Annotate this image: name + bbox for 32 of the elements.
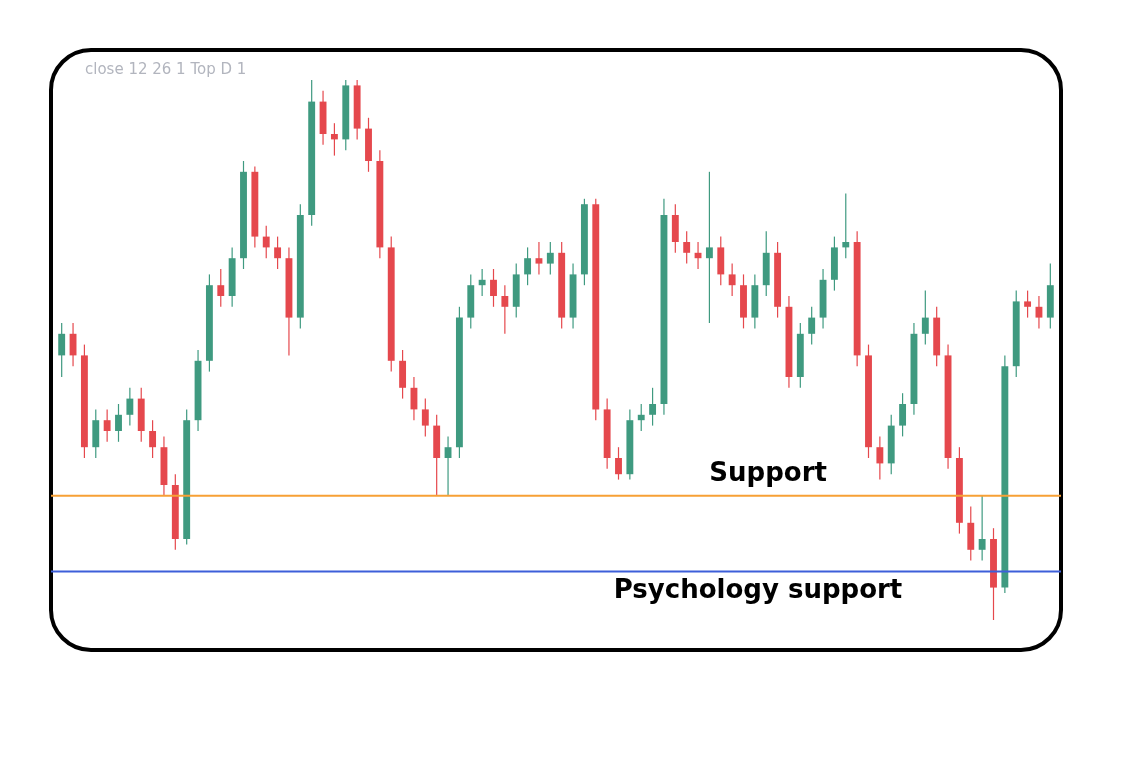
candlestick: [921, 290, 929, 346]
candlestick: [126, 387, 134, 427]
candlestick: [683, 230, 691, 265]
candlestick: [217, 268, 225, 308]
ref-line-label: Support: [709, 456, 827, 487]
candlestick: [649, 387, 657, 427]
candlestick: [501, 284, 509, 335]
candlestick: [808, 306, 816, 346]
candlestick: [149, 419, 157, 459]
candlestick: [1024, 290, 1032, 319]
candlestick: [421, 398, 429, 437]
candlestick: [535, 241, 543, 275]
candlestick: [58, 322, 66, 378]
candlestick: [262, 225, 270, 259]
candlestick: [330, 122, 338, 157]
candlestick: [876, 435, 884, 481]
candlestick: [478, 268, 486, 297]
candlestick: [728, 263, 736, 297]
candlestick: [705, 171, 713, 324]
candlestick: [546, 241, 554, 275]
text: close 12 26 1 Top D 1: [85, 60, 247, 78]
candlestick: [899, 392, 907, 437]
ref-line-label: Psychology support: [613, 574, 903, 605]
candlestick: [115, 403, 122, 443]
candlestick: [978, 495, 986, 562]
candlestick: [274, 236, 282, 270]
candlestick: [103, 408, 111, 443]
candlestick: [524, 246, 532, 286]
candlestick: [637, 403, 645, 432]
candlestick: [842, 192, 850, 259]
candlestick: [615, 446, 622, 481]
candlestick: [490, 268, 497, 308]
